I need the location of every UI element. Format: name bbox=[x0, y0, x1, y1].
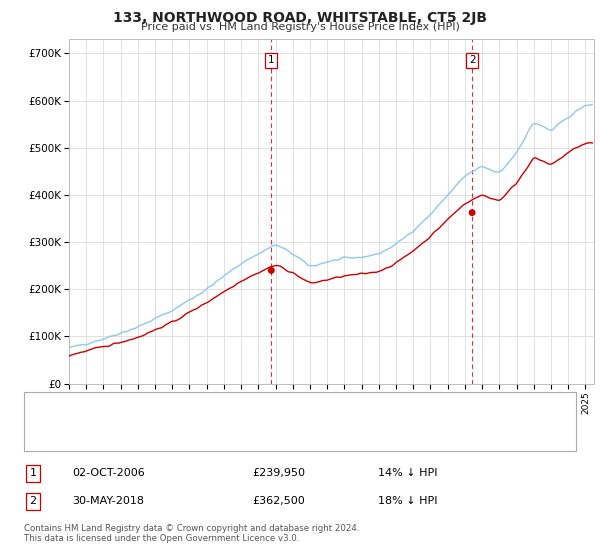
Text: £362,500: £362,500 bbox=[252, 496, 305, 506]
Text: Contains HM Land Registry data © Crown copyright and database right 2024.
This d: Contains HM Land Registry data © Crown c… bbox=[24, 524, 359, 543]
Text: 1: 1 bbox=[29, 468, 37, 478]
Text: 30-MAY-2018: 30-MAY-2018 bbox=[72, 496, 144, 506]
Text: 133, NORTHWOOD ROAD, WHITSTABLE, CT5 2JB: 133, NORTHWOOD ROAD, WHITSTABLE, CT5 2JB bbox=[113, 11, 487, 25]
Text: 133, NORTHWOOD ROAD, WHITSTABLE, CT5 2JB (detached house): 133, NORTHWOOD ROAD, WHITSTABLE, CT5 2JB… bbox=[75, 403, 406, 413]
Point bbox=[266, 266, 276, 275]
Point bbox=[467, 208, 477, 217]
Text: 02-OCT-2006: 02-OCT-2006 bbox=[72, 468, 145, 478]
Text: Price paid vs. HM Land Registry's House Price Index (HPI): Price paid vs. HM Land Registry's House … bbox=[140, 22, 460, 32]
Text: 18% ↓ HPI: 18% ↓ HPI bbox=[378, 496, 437, 506]
Text: 1: 1 bbox=[268, 55, 275, 66]
Text: 2: 2 bbox=[29, 496, 37, 506]
Text: 2: 2 bbox=[469, 55, 475, 66]
Text: 14% ↓ HPI: 14% ↓ HPI bbox=[378, 468, 437, 478]
Text: £239,950: £239,950 bbox=[252, 468, 305, 478]
Text: HPI: Average price, detached house, Canterbury: HPI: Average price, detached house, Cant… bbox=[75, 430, 316, 440]
